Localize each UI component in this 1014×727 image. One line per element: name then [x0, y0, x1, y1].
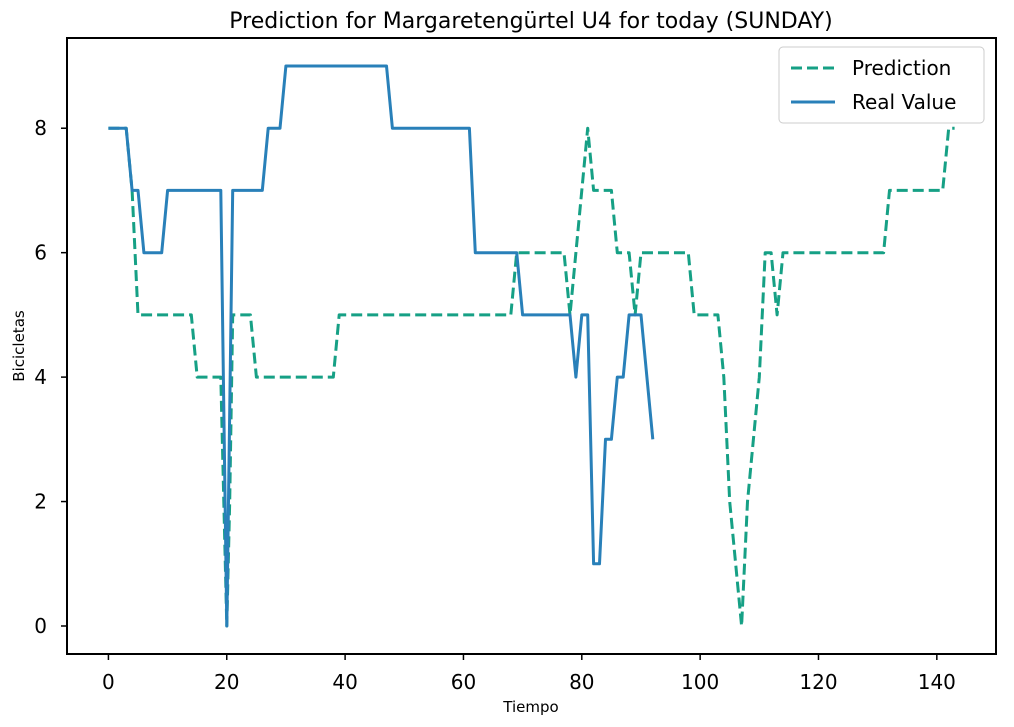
x-tick-label: 100 — [681, 670, 719, 694]
x-tick-label: 0 — [102, 670, 115, 694]
y-axis-label: Bicicletas — [10, 310, 28, 382]
chart-title: Prediction for Margaretengürtel U4 for t… — [229, 9, 832, 34]
y-tick-label: 4 — [34, 365, 47, 389]
legend-label-real-value: Real Value — [852, 90, 956, 114]
plot-area — [108, 64, 955, 628]
x-tick-label: 120 — [799, 670, 837, 694]
x-tick-label: 40 — [332, 670, 357, 694]
series-line-prediction — [108, 126, 955, 628]
x-axis-ticks: 0 20 40 60 80 100 120 140 — [102, 654, 956, 694]
series-line-real-value — [108, 64, 655, 628]
legend: Prediction Real Value — [778, 46, 985, 124]
x-tick-label: 20 — [214, 670, 239, 694]
legend-box — [778, 46, 985, 124]
plot-frame — [66, 37, 997, 655]
y-tick-label: 6 — [34, 241, 47, 265]
x-tick-label: 60 — [451, 670, 476, 694]
x-tick-label: 80 — [569, 670, 594, 694]
y-axis-ticks: 0 2 4 6 8 — [34, 116, 67, 638]
y-tick-label: 8 — [34, 116, 47, 140]
x-axis-label: Tiempo — [502, 698, 558, 716]
x-tick-label: 140 — [918, 670, 956, 694]
y-tick-label: 2 — [34, 490, 47, 514]
legend-label-prediction: Prediction — [852, 56, 951, 80]
y-tick-label: 0 — [34, 614, 47, 638]
